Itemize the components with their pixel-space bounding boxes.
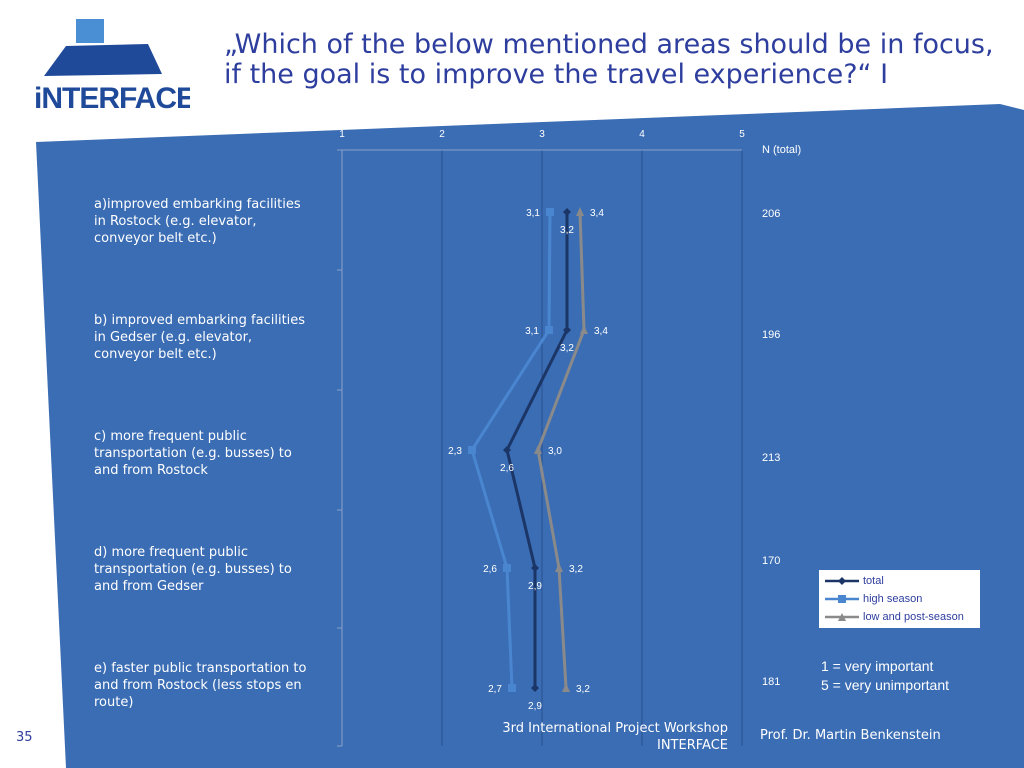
data-label-low-season-3: 3,2	[569, 564, 583, 575]
legend-item-low-season: low and post-season	[825, 609, 964, 625]
chart-legend: total high season low and post-season	[819, 570, 980, 628]
x-tick-label-3: 3	[539, 129, 545, 140]
data-label-high-season-1: 3,1	[525, 326, 539, 337]
point-high-season-1	[545, 326, 553, 334]
category-label-d: d) more frequent public transportation (…	[94, 545, 292, 594]
interface-logo: iNTERFACE	[30, 14, 196, 115]
point-high-season-3	[503, 564, 511, 572]
point-total-1	[563, 326, 571, 334]
legend-label-low-season: low and post-season	[863, 611, 964, 623]
n-value-d: 170	[762, 555, 781, 567]
point-high-season-2	[468, 446, 476, 454]
category-label-e: e) faster public transportation to and f…	[94, 661, 307, 710]
scale-note: 1 = very important 5 = very unimportant	[821, 658, 950, 693]
data-label-total-4: 2,9	[528, 701, 542, 712]
point-low-season-1	[580, 325, 588, 334]
data-label-total-0: 3,2	[560, 225, 574, 236]
legend-marker-low-season	[825, 613, 859, 621]
category-label-c: c) more frequent public transportation (…	[94, 429, 292, 478]
svg-text:iNTERFACE: iNTERFACE	[34, 82, 190, 114]
point-low-season-3	[555, 563, 563, 572]
n-value-e: 181	[762, 676, 781, 688]
point-total-0	[563, 208, 571, 216]
point-high-season-0	[546, 208, 554, 216]
point-low-season-0	[576, 207, 584, 216]
legend-label-high-season: high season	[863, 593, 923, 605]
x-tick-label-4: 4	[639, 129, 645, 140]
footer-workshop: 3rd International Project Workshop INTER…	[502, 721, 728, 753]
n-value-c: 213	[762, 452, 781, 464]
point-low-season-2	[534, 445, 542, 454]
category-label-b: b) improved embarking facilities in Geds…	[94, 313, 306, 362]
page-number: 35	[16, 730, 33, 745]
legend-item-high-season: high season	[825, 591, 922, 607]
legend-label-total: total	[863, 575, 884, 587]
n-value-b: 196	[762, 329, 781, 341]
footer-author: Prof. Dr. Martin Benkenstein	[760, 728, 941, 743]
category-label-a: a)improved embarking facilities in Rosto…	[94, 197, 301, 246]
point-high-season-4	[508, 684, 516, 692]
data-label-low-season-0: 3,4	[590, 208, 604, 219]
data-label-total-3: 2,9	[528, 581, 542, 592]
data-label-high-season-2: 2,3	[448, 446, 462, 457]
data-label-high-season-0: 3,1	[526, 208, 540, 219]
data-label-low-season-4: 3,2	[576, 684, 590, 695]
x-tick-label-1: 1	[339, 129, 345, 140]
point-low-season-4	[562, 683, 570, 692]
data-label-total-2: 2,6	[500, 463, 514, 474]
data-label-low-season-2: 3,0	[548, 446, 562, 457]
legend-marker-total	[825, 577, 859, 585]
x-tick-label-5: 5	[739, 129, 745, 140]
n-total-header: N (total)	[762, 144, 802, 156]
legend-marker-high-season	[825, 595, 859, 603]
point-total-2	[503, 446, 511, 454]
data-label-low-season-1: 3,4	[594, 326, 608, 337]
data-label-high-season-3: 2,6	[483, 564, 497, 575]
slide-title: „Which of the below mentioned areas shou…	[224, 29, 994, 90]
legend-item-total: total	[825, 573, 884, 589]
data-label-total-1: 3,2	[560, 343, 574, 354]
point-total-4	[531, 684, 539, 692]
x-tick-label-2: 2	[439, 129, 445, 140]
n-value-a: 206	[762, 208, 781, 220]
point-total-3	[531, 564, 539, 572]
data-label-high-season-4: 2,7	[488, 684, 502, 695]
